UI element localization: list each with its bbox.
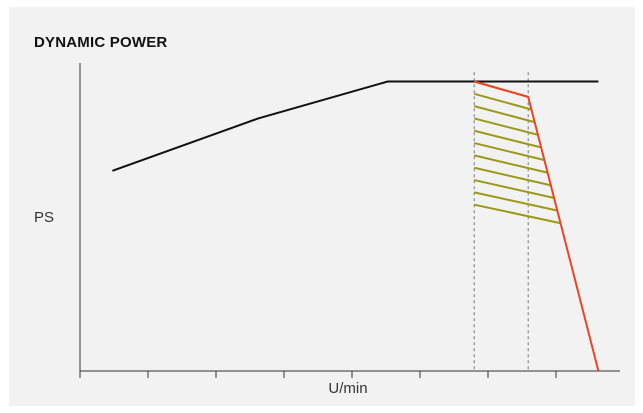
hatch-line: [473, 142, 545, 161]
hatch-line: [473, 203, 561, 225]
hatch-line: [473, 191, 558, 212]
hatch-line: [473, 179, 555, 199]
drop-curve: [473, 80, 600, 372]
hatch-line: [473, 166, 551, 187]
axes: [79, 63, 620, 378]
x-axis-label: U/min: [328, 380, 367, 397]
curves: [112, 80, 600, 372]
y-axis-label: PS: [34, 209, 54, 226]
hatch-line: [473, 105, 535, 124]
hatch-line: [473, 154, 548, 174]
base-curve: [112, 80, 599, 172]
hatch-line: [473, 129, 542, 149]
hatch-line: [473, 92, 532, 111]
guide-lines: [473, 72, 529, 371]
hatch-line: [473, 117, 539, 136]
chart-card: [9, 7, 635, 406]
hatched-region: [473, 80, 561, 225]
chart-title: DYNAMIC POWER: [34, 34, 168, 51]
